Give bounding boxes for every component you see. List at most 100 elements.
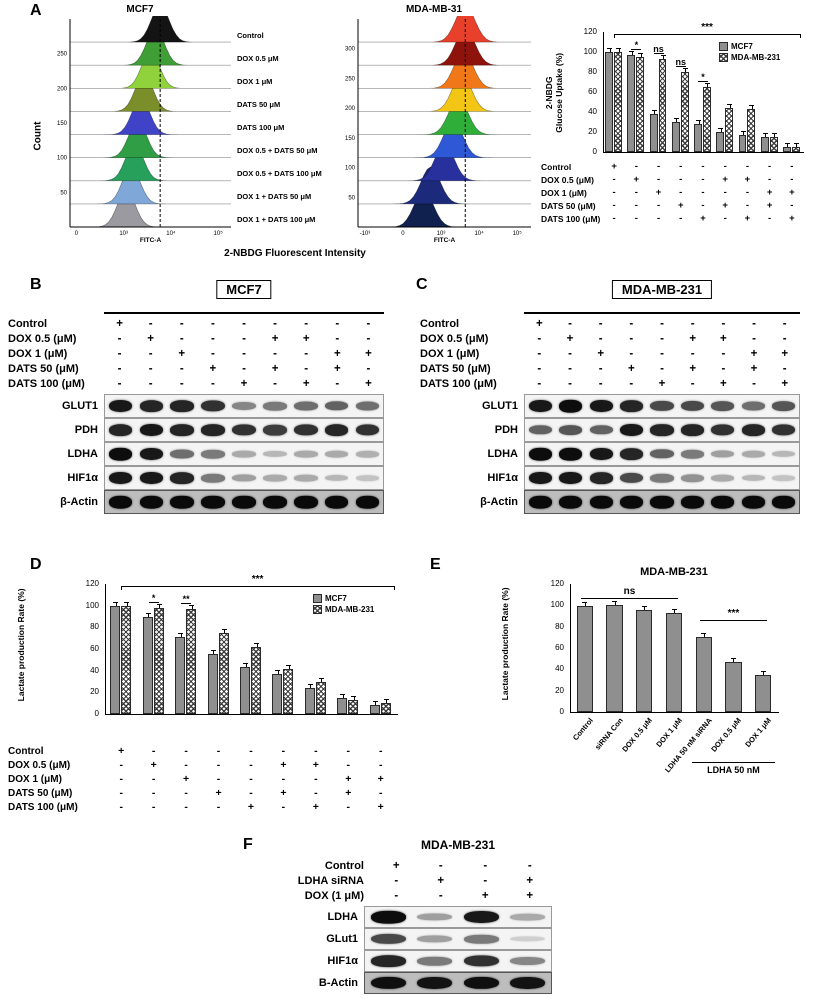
dose-cell: - (690, 377, 695, 390)
dose-cell: + (392, 859, 400, 872)
flow-mcf7-title: MCF7 (126, 4, 154, 15)
error-bar (787, 143, 789, 147)
protein-band (650, 495, 674, 509)
protein-band (711, 495, 735, 509)
error-bar (640, 53, 642, 57)
error-bar (342, 693, 344, 698)
blot-row: PDH (420, 418, 800, 442)
significance-line (698, 81, 708, 82)
dose-cell: - (249, 787, 253, 799)
dose-cell: - (690, 317, 695, 330)
protein-band (294, 495, 318, 509)
chart-lactate-rate: Lactate production Rate (%) 0 20 40 60 80 100 1… (8, 566, 408, 722)
panel-label-e: E (430, 556, 441, 573)
error-bar-cap (730, 657, 736, 659)
bracket-tick (394, 586, 395, 590)
panel-label-b: B (30, 276, 42, 293)
protein-band (528, 471, 552, 485)
protein-band (650, 424, 674, 436)
dose-cell: - (598, 377, 603, 390)
treatment-label: DOX 1 (μM) (541, 187, 587, 198)
significance-stars: ns (623, 585, 636, 597)
matrix-row: DOX 1 (μM) - - + - - - - + + (8, 772, 397, 786)
treatment-label: Control (541, 161, 572, 172)
protein-band (589, 399, 613, 413)
flow-series-label: DOX 0.5 μM (237, 53, 279, 63)
error-bar (191, 604, 193, 609)
dose-cell: + (720, 332, 727, 345)
dose-cells: - - - + - + - + - (603, 200, 803, 211)
svg-text:0: 0 (401, 231, 405, 237)
dose-cell: + (345, 773, 352, 785)
svg-text:FITC-A: FITC-A (140, 237, 162, 244)
error-bar-cap (351, 695, 357, 697)
chart-lactate-sirna: MDA-MB-231 Lactate production Rate (%) 0 20… (492, 566, 802, 796)
error-bar-cap (641, 605, 647, 607)
dose-cell: + (345, 787, 352, 799)
error-bar (654, 110, 656, 114)
error-bar (310, 684, 312, 688)
dose-cell: - (378, 787, 383, 799)
dose-cell: - (148, 347, 153, 360)
flow-series-label: DOX 0.5 + DATS 100 μM (237, 169, 322, 179)
dose-cell: - (598, 317, 603, 330)
error-bar-cap (718, 128, 724, 129)
error-bar-cap (660, 55, 666, 56)
error-bar (765, 133, 767, 137)
blot-lane-box (104, 490, 384, 514)
error-bar (180, 633, 182, 638)
y-tick-label: 120 (550, 579, 564, 588)
matrix-row: DATS 50 (μM) - - - + - + - + - (420, 361, 800, 376)
error-bar-cap (616, 48, 622, 49)
dose-cell: - (346, 801, 351, 813)
svg-text:0: 0 (75, 231, 79, 237)
dose-cell: - (346, 759, 351, 771)
bar-mda-mb-231 (791, 147, 800, 152)
protein-band (680, 424, 704, 436)
protein-band (201, 424, 225, 436)
matrix-row: DATS 100 (μM) - - - - + - + - + (8, 376, 384, 391)
matrix-row: DATS 100 (μM) - - - - + - + - + (420, 376, 800, 391)
error-bar-cap (372, 701, 378, 703)
protein-label: HIF1α (327, 955, 358, 967)
bar-mda-mb-231 (658, 59, 667, 152)
dose-cell: - (537, 347, 542, 360)
bar-mda-mb-231 (348, 699, 359, 714)
svg-text:50: 50 (348, 195, 355, 201)
protein-band (528, 399, 552, 413)
protein-band (294, 474, 318, 482)
blot-lane-box (364, 906, 552, 928)
svg-text:200: 200 (57, 86, 68, 92)
error-bar-cap (760, 670, 766, 672)
dose-cell: - (314, 745, 318, 757)
protein-band (528, 447, 552, 461)
f-title-mdamb231: MDA-MB-231 (420, 838, 495, 852)
blot-row: HIF1α (258, 950, 552, 972)
error-bar (751, 105, 753, 109)
bar-mcf7 (783, 147, 791, 152)
treatment-label: DOX 0.5 (μM) (8, 332, 77, 345)
dose-cell: + (781, 377, 789, 390)
wb-title-mcf7: MCF7 (216, 280, 272, 299)
dose-cell: - (273, 347, 278, 360)
protein-band (619, 448, 644, 460)
dose-cell: - (629, 377, 634, 390)
error-bar (224, 628, 226, 633)
protein-band (201, 400, 225, 412)
y-tick-label: 120 (85, 579, 99, 588)
blot-lane-box (364, 950, 552, 972)
dose-cell: - (242, 317, 246, 330)
dose-cells: - - - - + - + - + (105, 801, 397, 813)
protein-band (680, 400, 704, 412)
error-bar-cap (762, 133, 768, 134)
dose-cell: - (179, 377, 184, 390)
dose-cell: - (701, 200, 705, 211)
bar (576, 606, 593, 712)
y-tick-label: 80 (555, 621, 564, 631)
dose-cell: - (598, 332, 603, 345)
dose-cell: - (537, 332, 542, 345)
protein-band (170, 495, 194, 509)
protein-band (559, 495, 583, 509)
bracket-tick (121, 586, 123, 590)
treatment-label: Control (420, 317, 460, 330)
